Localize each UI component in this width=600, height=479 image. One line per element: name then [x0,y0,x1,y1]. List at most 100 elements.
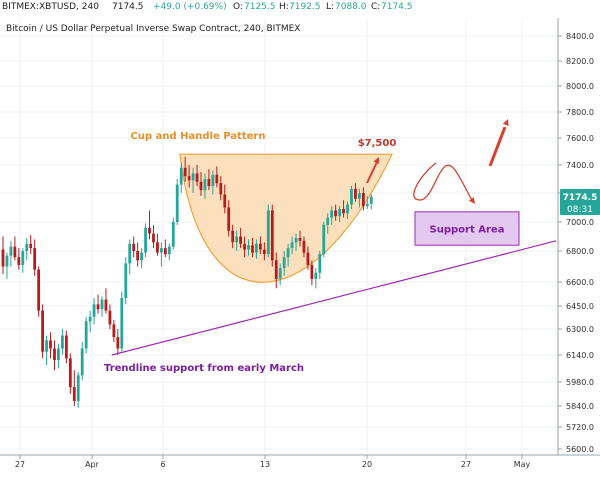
candle-body [72,387,76,401]
price-tick-label: 8000.0 [566,82,594,91]
cup-and-handle-label: Cup and Handle Pattern [131,131,266,142]
squiggle-arrow-head [468,197,475,204]
support-area-label: Support Area [430,225,505,236]
candle-body [286,248,290,258]
candle-body [369,196,373,204]
candle-body [219,183,223,195]
target-arrow-shaft [366,161,378,184]
candle-body [92,304,96,317]
candle-body [259,243,262,250]
candle-body [235,236,239,243]
price-tick-label: 8200.0 [566,57,594,66]
price-change: +49.0 (+0.69%) [153,2,227,12]
candle-body [330,210,334,218]
candle-body [211,174,215,186]
candle-body [270,210,274,261]
breakout-arrow-shaft [488,126,507,167]
bar-countdown: 08:31 [567,205,593,215]
candle-body [322,224,326,255]
time-axis[interactable]: 27 Apr 6 13 20 27 May [15,455,531,469]
candle-body [163,248,167,255]
last-price-value: 7174.5 [563,193,598,203]
candle-body [9,246,13,256]
price-tick-label: 7400.0 [566,161,594,170]
candle-body [247,245,250,250]
price-tick-label: 7000.0 [566,218,594,227]
candle-body [80,348,84,376]
candle-body [318,254,322,273]
candle-body [203,179,207,191]
candle-body [144,227,147,253]
time-tick-label: May [514,460,531,469]
candle-body [17,257,21,265]
candle-body [314,272,318,279]
candle-body [302,240,306,253]
candle-body [53,348,56,361]
candle-body [13,246,17,258]
chart-title: Bitcoin / US Dollar Perpetual Inverse Sw… [6,24,300,34]
candle-body [76,375,80,401]
candlestick-series [1,156,373,408]
candle-body [310,264,314,279]
candle-body [251,245,254,253]
candle-body [57,348,60,361]
close-label: C: [371,2,380,12]
price-tick-label: 6300.0 [566,325,594,334]
candle-body [29,243,33,249]
price-tick-label: 5840.0 [566,402,594,411]
price-tick-label: 5980.0 [566,378,594,387]
candle-body [365,203,369,207]
candle-body [25,243,29,251]
price-tick-label: 8400.0 [566,32,594,41]
candle-body [231,230,235,243]
price-tick-label: 6450.0 [566,302,594,311]
candle-body [255,243,258,253]
candle-body [199,181,203,191]
candle-body [171,222,175,247]
candle-body [156,242,159,253]
candle-body [294,237,298,243]
candle-body [33,248,37,270]
candle-body [21,251,25,265]
candle-body [45,340,48,352]
price-tick-label: 6800.0 [566,247,594,256]
candle-body [132,243,136,251]
candle-body [342,208,345,214]
candle-body [100,299,104,310]
candle-body [68,358,72,388]
candle-body [266,210,270,255]
price-tick-label: 6600.0 [566,278,594,287]
high-value: 7192.5 [289,2,321,12]
price-tick-label: 6140.0 [566,351,594,360]
price-tick-label: 5720.0 [566,423,594,432]
candle-body [306,252,310,265]
projection-arrows [366,119,509,204]
breakout-arrow-head [502,119,509,126]
candle-body [350,188,353,205]
candle-body [108,310,112,325]
candle-body [346,204,349,214]
candle-body [112,324,116,338]
candle-body [358,193,361,199]
time-tick-label: Apr [85,460,100,469]
close-value: 7174.5 [381,2,413,12]
ohlc-header: BITMEX:XBTUSD, 240 7174.5 +49.0 (+0.69%)… [2,2,413,34]
candle-body [290,242,294,249]
time-tick-label: 13 [260,460,270,469]
target-price-label: $7,500 [358,138,397,149]
candle-body [5,255,9,267]
candle-body [191,173,195,181]
candle-body [338,208,341,217]
price-axis[interactable]: 8400.08200.08000.07800.07600.07400.07200… [558,32,594,454]
time-tick-label: 27 [15,460,25,469]
candle-body [223,194,227,208]
support-area-box [414,211,520,246]
candle-body [124,263,128,298]
candle-body [361,193,365,207]
price-tick-label: 7800.0 [566,108,594,117]
candle-body [227,207,231,231]
candle-body [120,298,124,349]
last-price: 7174.5 [112,2,144,12]
price-tick-label: 7600.0 [566,134,594,143]
